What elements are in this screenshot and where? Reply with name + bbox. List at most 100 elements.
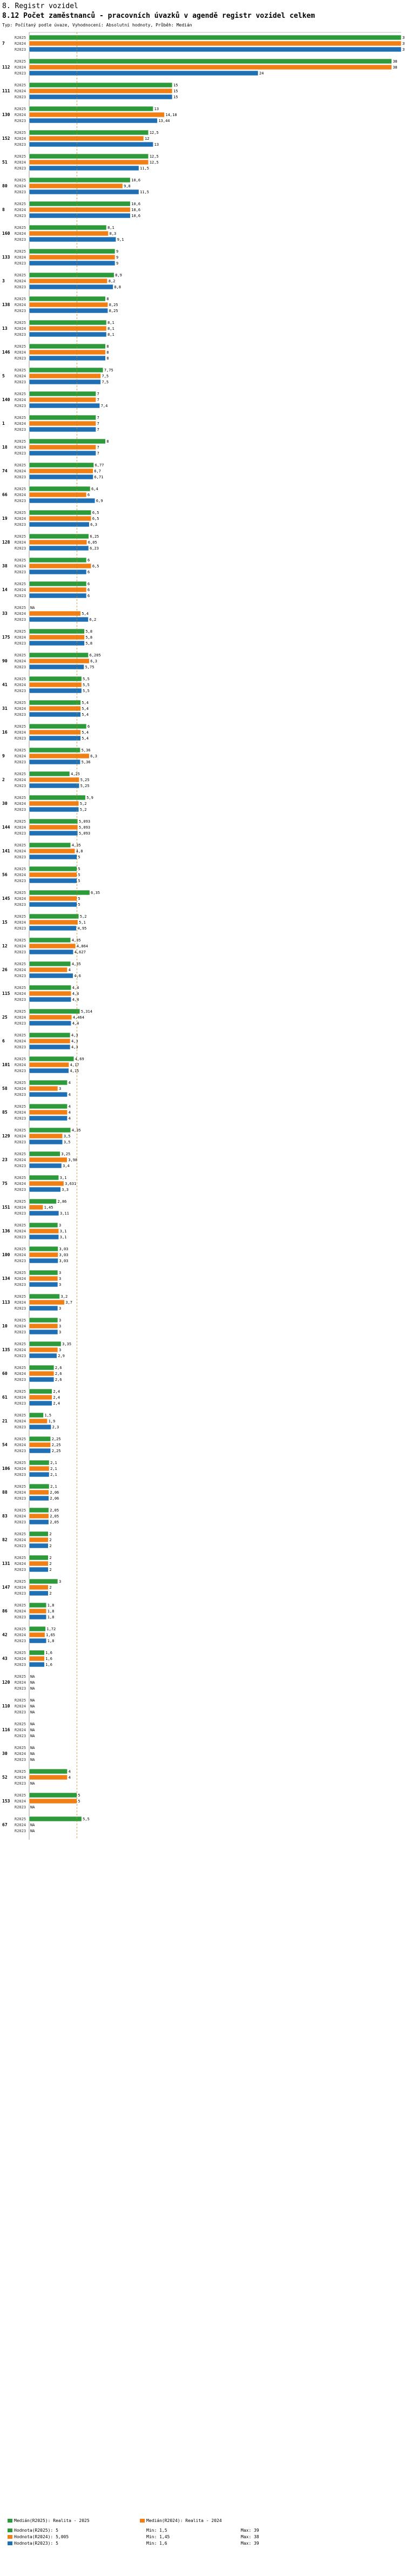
value-label: 15: [173, 83, 178, 87]
series-label: R2025: [15, 178, 26, 182]
series-label: R2025: [15, 1675, 26, 1679]
value-label: 1,5: [45, 1413, 52, 1418]
bar: [29, 1086, 58, 1092]
value-label: 3,631: [65, 1182, 76, 1186]
bar: [29, 1792, 77, 1798]
bar: [29, 248, 116, 254]
value-label: 8,1: [107, 327, 114, 331]
series-label: R2023: [15, 1639, 26, 1643]
bar: [29, 141, 153, 147]
series-label: R2025: [15, 344, 26, 349]
bar: [29, 308, 109, 314]
series-label: R2023: [15, 879, 26, 883]
series-label: R2025: [15, 297, 26, 301]
series-label: R2023: [15, 784, 26, 788]
bar: [29, 1092, 68, 1097]
value-label: 2,25: [52, 1449, 61, 1453]
bar: [29, 1537, 49, 1543]
series-label: R2023: [15, 1188, 26, 1192]
bar: [29, 1181, 64, 1187]
value-label: 4,17: [70, 1063, 79, 1067]
bar: [29, 1044, 71, 1050]
value-label: 9: [116, 255, 118, 260]
value-label: 1,6: [45, 1651, 52, 1655]
group-label: 106: [2, 1466, 10, 1471]
value-label: 38: [393, 59, 397, 64]
value-label: 2: [49, 1568, 51, 1572]
value-label: 4,15: [70, 1069, 79, 1073]
value-label: 4,35: [72, 1128, 81, 1133]
value-label: NA: [30, 1823, 35, 1827]
series-label: R2024: [15, 1253, 26, 1257]
bar: [29, 1056, 75, 1062]
bar: [29, 913, 79, 919]
value-label: 6: [87, 582, 90, 586]
value-label: 3: [59, 1318, 61, 1323]
group-label: 58: [2, 1086, 8, 1091]
group-label: 140: [2, 397, 10, 402]
bar: [29, 587, 87, 593]
bar: [29, 676, 82, 682]
bar: [29, 1442, 51, 1448]
series-label: R2025: [15, 273, 26, 277]
group-label: 112: [2, 65, 10, 70]
value-label: 4,95: [77, 926, 86, 931]
group-label: 12: [2, 944, 8, 948]
bar: [29, 1175, 59, 1181]
series-label: R2024: [15, 1158, 26, 1162]
group-label: 144: [2, 825, 10, 830]
value-label: 2,05: [50, 1508, 59, 1513]
bar: [29, 231, 109, 236]
bar: [29, 159, 149, 165]
bar: [29, 1466, 50, 1472]
value-label: 3: [59, 1087, 61, 1091]
value-label: 2,06: [50, 1490, 59, 1495]
bar: [29, 1555, 49, 1561]
series-label: R2024: [15, 89, 26, 93]
bar: [29, 201, 131, 207]
bar: [29, 848, 76, 854]
series-label: R2023: [15, 713, 26, 717]
value-label: 3,4: [63, 1164, 70, 1168]
bar: [29, 450, 96, 456]
value-label: NA: [30, 606, 35, 610]
value-label: 5,4: [82, 736, 89, 741]
value-label: 6,3: [90, 754, 97, 758]
value-label: 4,4: [72, 998, 79, 1002]
bar: [29, 236, 117, 242]
bar: [29, 177, 131, 183]
legend-swatch: [8, 2541, 12, 2545]
series-label: R2023: [15, 1330, 26, 1334]
group-label: 160: [2, 231, 10, 236]
bar: [29, 545, 89, 551]
series-label: R2025: [15, 867, 26, 871]
bar: [29, 118, 158, 124]
series-label: R2023: [15, 119, 26, 123]
group-label: 110: [2, 1704, 10, 1709]
value-label: 2,1: [50, 1473, 57, 1477]
bar: [29, 1293, 60, 1299]
series-label: R2025: [15, 1817, 26, 1821]
series-label: R2024: [15, 659, 26, 663]
series-label: R2024: [15, 683, 26, 687]
series-label: R2024: [15, 113, 26, 117]
bar: [29, 135, 144, 141]
group-label: 3: [2, 279, 5, 283]
value-label: 6,9: [96, 499, 103, 503]
group-label: 33: [2, 611, 8, 616]
value-label: 5,5: [83, 1817, 90, 1821]
bar: [29, 320, 107, 326]
bar: [29, 1353, 57, 1359]
value-label: 4: [69, 1770, 71, 1774]
group-label: 130: [2, 112, 10, 117]
series-label: R2025: [15, 1413, 26, 1418]
series-label: R2023: [15, 641, 26, 646]
value-label: NA: [30, 1675, 35, 1679]
value-label: 2,1: [50, 1461, 57, 1465]
bar: [29, 1103, 68, 1109]
series-label: R2023: [15, 475, 26, 479]
series-label: R2024: [15, 1633, 26, 1637]
series-label: R2023: [15, 499, 26, 503]
value-label: NA: [30, 1704, 35, 1709]
bar: [29, 706, 81, 711]
